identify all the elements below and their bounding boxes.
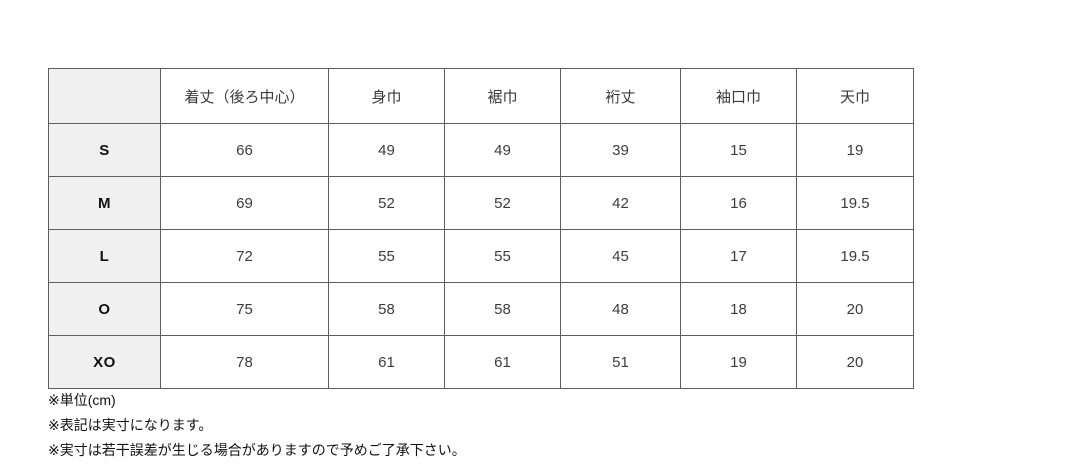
size-label-xo: XO — [48, 335, 161, 389]
cell-value: 19 — [796, 123, 914, 177]
table-row-size-xo: XO 78 61 61 51 19 20 — [48, 335, 914, 389]
cell-value: 75 — [160, 282, 329, 336]
cell-value: 66 — [160, 123, 329, 177]
size-chart-header: 着丈（後ろ中心） 身巾 裾巾 裄丈 袖口巾 天巾 — [48, 68, 914, 124]
cell-value: 52 — [444, 176, 561, 230]
size-label-l: L — [48, 229, 161, 283]
size-chart-table: 着丈（後ろ中心） 身巾 裾巾 裄丈 袖口巾 天巾 S 66 49 49 39 1… — [48, 68, 914, 389]
column-header-body-length: 着丈（後ろ中心） — [160, 68, 329, 124]
cell-value: 78 — [160, 335, 329, 389]
header-row: 着丈（後ろ中心） 身巾 裾巾 裄丈 袖口巾 天巾 — [48, 68, 914, 124]
cell-value: 19.5 — [796, 229, 914, 283]
cell-value: 61 — [444, 335, 561, 389]
cell-value: 48 — [560, 282, 681, 336]
cell-value: 69 — [160, 176, 329, 230]
cell-value: 51 — [560, 335, 681, 389]
size-chart-body: S 66 49 49 39 15 19 M 69 52 52 42 16 19.… — [48, 123, 914, 389]
cell-value: 55 — [444, 229, 561, 283]
cell-value: 17 — [680, 229, 797, 283]
footnotes: ※単位(cm) ※表記は実寸になります。 ※実寸は若干誤差が生じる場合があります… — [48, 388, 466, 463]
column-header-cuff-width: 袖口巾 — [680, 68, 797, 124]
cell-value: 49 — [444, 123, 561, 177]
column-header-neck-width: 天巾 — [796, 68, 914, 124]
cell-value: 19.5 — [796, 176, 914, 230]
cell-value: 45 — [560, 229, 681, 283]
column-header-chest-width: 身巾 — [328, 68, 445, 124]
cell-value: 19 — [680, 335, 797, 389]
cell-value: 55 — [328, 229, 445, 283]
table-row-size-s: S 66 49 49 39 15 19 — [48, 123, 914, 177]
column-header-sleeve-length: 裄丈 — [560, 68, 681, 124]
column-header-hem-width: 裾巾 — [444, 68, 561, 124]
cell-value: 42 — [560, 176, 681, 230]
cell-value: 49 — [328, 123, 445, 177]
cell-value: 52 — [328, 176, 445, 230]
cell-value: 58 — [328, 282, 445, 336]
cell-value: 18 — [680, 282, 797, 336]
table-row-size-o: O 75 58 58 48 18 20 — [48, 282, 914, 336]
table-row-size-l: L 72 55 55 45 17 19.5 — [48, 229, 914, 283]
note-tolerance: ※実寸は若干誤差が生じる場合がありますので予めご了承下さい。 — [48, 442, 466, 458]
note-actual-size: ※表記は実寸になります。 — [48, 417, 213, 433]
corner-cell — [48, 68, 161, 124]
size-label-s: S — [48, 123, 161, 177]
cell-value: 39 — [560, 123, 681, 177]
cell-value: 72 — [160, 229, 329, 283]
cell-value: 61 — [328, 335, 445, 389]
cell-value: 16 — [680, 176, 797, 230]
cell-value: 58 — [444, 282, 561, 336]
size-label-o: O — [48, 282, 161, 336]
cell-value: 15 — [680, 123, 797, 177]
cell-value: 20 — [796, 282, 914, 336]
size-label-m: M — [48, 176, 161, 230]
cell-value: 20 — [796, 335, 914, 389]
note-unit: ※単位(cm) — [48, 392, 116, 408]
table-row-size-m: M 69 52 52 42 16 19.5 — [48, 176, 914, 230]
